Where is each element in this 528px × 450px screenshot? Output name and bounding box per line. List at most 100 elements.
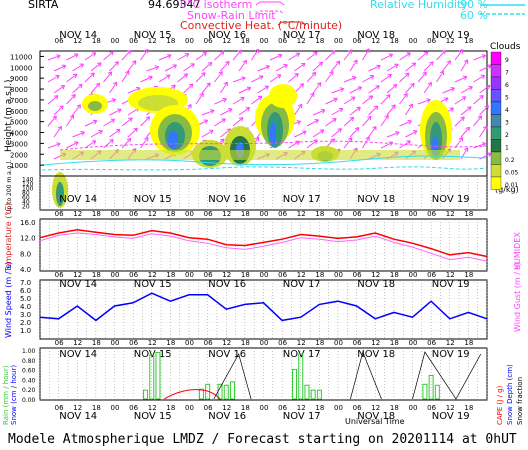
y-tick-label: 6.0: [20, 287, 31, 295]
wind-arrow-head: [144, 136, 149, 142]
y-tick-label: 12.0: [20, 235, 36, 243]
hour-label: 18: [166, 210, 175, 218]
wind-arrow: [214, 71, 223, 83]
legend-level-label: 6: [505, 82, 509, 89]
wind-arrow: [103, 51, 114, 61]
wind-arrow-head: [407, 119, 412, 125]
wind-arrow: [220, 108, 233, 116]
hour-label: 00: [334, 37, 343, 45]
wind-arrow: [232, 117, 244, 127]
wind-arrow-head: [71, 94, 76, 99]
day-label: NOV 16: [208, 30, 246, 41]
wind-arrow-head: [55, 74, 60, 80]
wind-arrow: [405, 103, 413, 116]
wind-arrow: [238, 87, 251, 94]
wind-arrow: [343, 116, 354, 127]
day-label: NOV 16: [208, 411, 246, 422]
wind-arrow: [103, 118, 115, 127]
low-tick-label: 120: [22, 181, 34, 188]
height-tick-label: 5000: [10, 119, 28, 127]
wind-arrow-head: [187, 104, 192, 109]
hour-label: 18: [315, 37, 324, 45]
wind-arrow-head: [294, 72, 299, 78]
wind-arrow-head: [131, 60, 137, 65]
wind-arrow: [368, 65, 381, 72]
precip-bars: 0.00 0.20 0.40 0.60 0.80 1.00: [22, 348, 482, 404]
wind-arrow: [312, 61, 323, 72]
wind-arrow-head: [441, 50, 446, 55]
wind-arrow-head: [481, 142, 487, 147]
height-tick-label: 9000: [10, 75, 28, 83]
wind-arrow-head: [412, 130, 418, 135]
height-tick-label: 2000: [10, 151, 28, 159]
y-tick-label: 4.0: [20, 266, 31, 274]
legend-swatch: [490, 89, 502, 103]
wind-arrow: [417, 99, 431, 105]
wind-arrow: [454, 76, 468, 83]
wind-arrow: [53, 105, 64, 116]
wind-arrow: [47, 95, 59, 105]
wind-arrow-head: [112, 81, 118, 87]
wind-arrow: [436, 50, 446, 61]
wind-arrow-head: [318, 61, 323, 67]
hour-label: 00: [111, 339, 120, 347]
rain-bar: [149, 354, 155, 400]
wind-arrow: [460, 126, 470, 138]
hour-label: 06: [278, 37, 287, 45]
wind-arrow-head: [78, 83, 83, 89]
wind-arrow: [362, 115, 372, 127]
wind-arrow-head: [209, 129, 214, 135]
wind-arrow: [214, 50, 225, 61]
wind-arrow-head: [221, 118, 226, 123]
wind-arrow-head: [56, 142, 61, 147]
wind-arrow: [201, 82, 211, 94]
wind-arrow: [257, 65, 270, 72]
wind-arrow: [362, 95, 373, 105]
wind-arrow-head: [265, 65, 270, 70]
hour-label: 12: [222, 404, 231, 412]
wind-arrow-head: [242, 59, 247, 65]
day-label: NOV 14: [59, 411, 97, 422]
hour-label: 12: [148, 404, 157, 412]
wind-arrow-head: [302, 130, 307, 135]
wind-arrow: [380, 73, 392, 83]
wind-arrow-head: [329, 70, 334, 76]
wind-arrow: [140, 49, 149, 61]
hour-label: 00: [111, 210, 120, 218]
wind-arrow-head: [125, 70, 130, 75]
wind-arrow: [473, 115, 483, 127]
wind-arrow-head: [295, 52, 301, 58]
hour-label: 18: [166, 339, 175, 347]
day-label: NOV 19: [432, 279, 470, 290]
rain-bar: [298, 353, 304, 400]
wind-arrow: [380, 53, 393, 61]
wind-arrow: [288, 52, 300, 61]
wind-arrow-head: [392, 83, 398, 89]
wind-arrow-head: [296, 120, 302, 125]
wind-arrow-head: [368, 95, 374, 100]
wind-arrow: [275, 64, 288, 72]
wind-arrow: [331, 128, 342, 138]
wind-arrow-head: [69, 114, 75, 120]
wind-arrow: [343, 49, 353, 61]
wind-arrow-head: [297, 103, 303, 109]
legend-swatch: [490, 176, 502, 190]
rain-bar: [143, 389, 149, 400]
hour-label: 06: [278, 339, 287, 347]
windgust-ylabel: Wind Gust (m / s): [513, 262, 522, 332]
hour-label: 06: [427, 210, 436, 218]
wind-arrow: [90, 130, 103, 138]
hour-label: 00: [111, 404, 120, 412]
precip-panel: [39, 347, 488, 401]
wind-arrow-head: [450, 87, 455, 92]
wind-arrow-head: [485, 84, 491, 90]
wind-arrow-head: [367, 115, 372, 121]
wind-arrow: [177, 73, 188, 83]
hour-label: 00: [334, 404, 343, 412]
wind-arrow-head: [458, 137, 464, 142]
wind-arrow-head: [373, 105, 379, 110]
wind-arrow-head: [295, 140, 301, 146]
wind-arrow: [140, 137, 149, 149]
